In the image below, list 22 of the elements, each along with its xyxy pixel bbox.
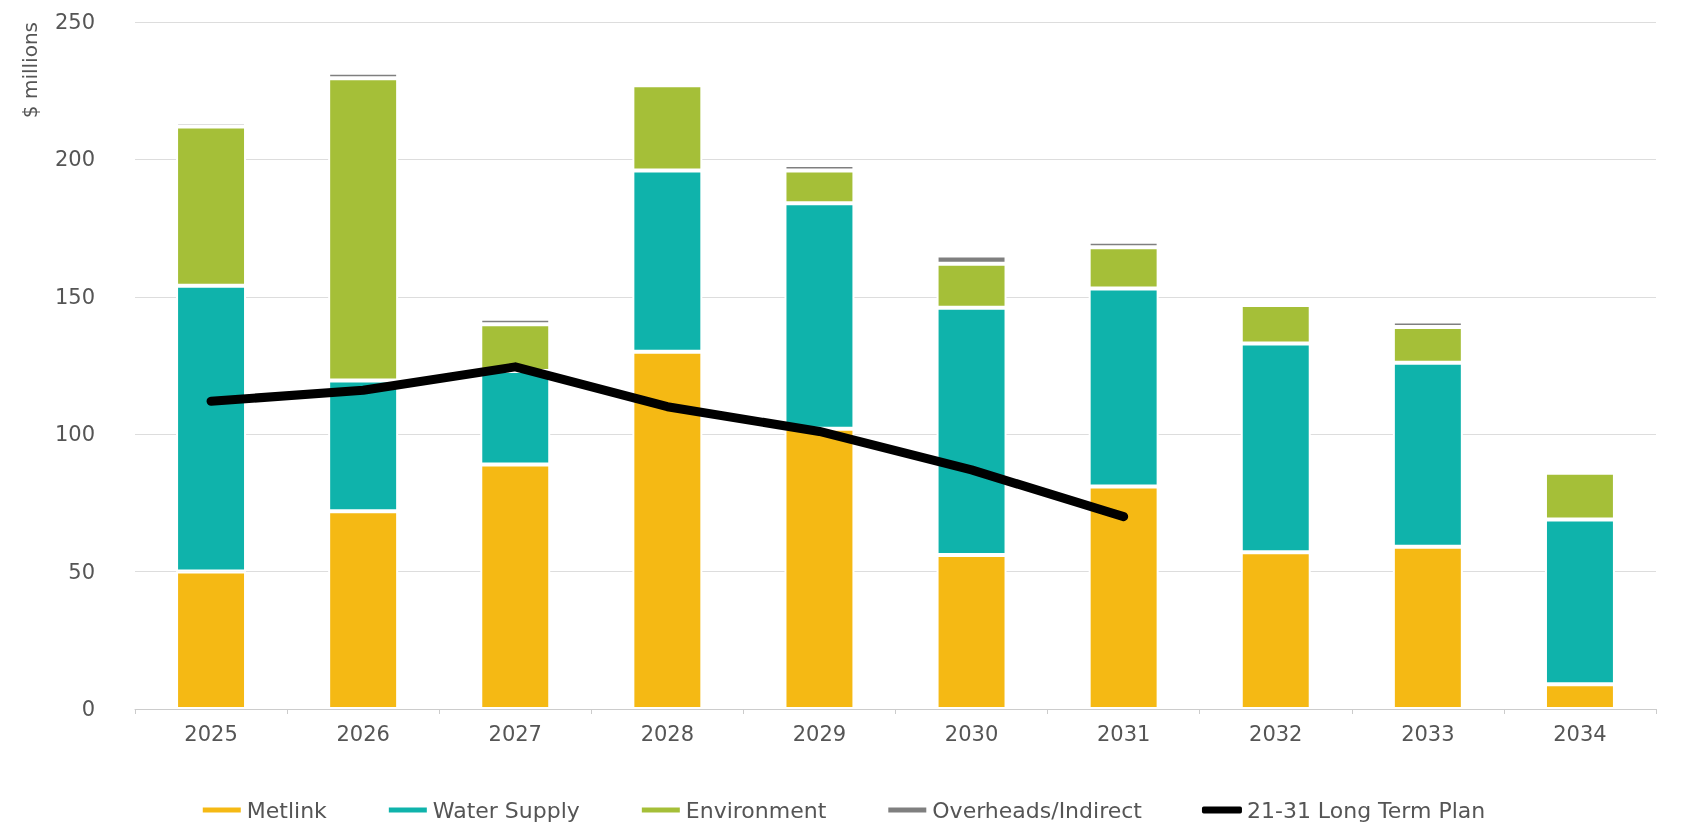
x-tick-label: 2026 bbox=[336, 721, 390, 746]
y-tick-label: 250 bbox=[54, 10, 95, 34]
y-tick-label: 100 bbox=[54, 422, 95, 447]
y-tick-label: 200 bbox=[54, 147, 95, 172]
legend-label: 21-31 Long Term Plan bbox=[1246, 797, 1486, 823]
y-tick-label: 50 bbox=[68, 559, 95, 584]
y-tick-label: 150 bbox=[54, 284, 95, 309]
x-tick-label: 2032 bbox=[1249, 721, 1303, 746]
y-axis-title: $ millions bbox=[18, 22, 42, 119]
y-tick-label: 0 bbox=[81, 697, 95, 721]
legend-label: Environment bbox=[685, 797, 827, 823]
x-tick-label: 2025 bbox=[184, 721, 238, 746]
x-tick-label: 2029 bbox=[792, 721, 847, 746]
legend-label: Overheads/Indirect bbox=[932, 797, 1143, 823]
x-tick-label: 2027 bbox=[488, 721, 542, 746]
x-tick-label: 2031 bbox=[1096, 721, 1151, 746]
legend-label: Metlink bbox=[246, 797, 328, 823]
x-tick-label: 2028 bbox=[640, 721, 695, 746]
x-tick-label: 2034 bbox=[1553, 721, 1607, 746]
x-tick-label: 2033 bbox=[1401, 721, 1455, 746]
x-tick-label: 2030 bbox=[944, 721, 999, 746]
legend-label: Water Supply bbox=[432, 797, 580, 823]
